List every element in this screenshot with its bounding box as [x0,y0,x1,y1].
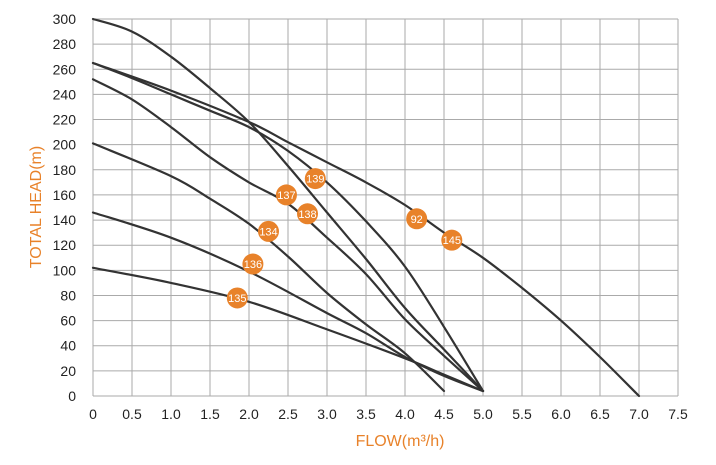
y-tick-label: 80 [60,287,76,303]
y-tick-label: 40 [60,338,76,354]
y-tick-label: 160 [53,187,77,203]
y-tick-label: 60 [60,313,76,329]
curve-label-136: 136 [244,259,262,271]
x-tick-label: 2.5 [278,406,298,422]
x-tick-label: 7.0 [629,406,649,422]
y-tick-label: 0 [68,388,76,404]
x-tick-label: 4.5 [434,406,454,422]
grid [92,18,679,397]
curve-label-135: 135 [228,293,246,305]
x-tick-label: 3.0 [317,406,337,422]
curve-label-badge-137 [275,184,297,206]
x-tick-label: 5.0 [473,406,493,422]
x-tick-label: 4.0 [395,406,415,422]
curve-label-145: 145 [443,235,461,247]
curve-137 [91,61,485,393]
curve-135 [91,266,485,393]
curve-label-badge-92 [406,208,428,230]
y-tick-label: 100 [53,262,77,278]
x-tick-label: 3.5 [356,406,376,422]
y-tick-label: 180 [53,162,77,178]
x-tick-label: 6.0 [551,406,571,422]
y-axis-title: TOTAL HEAD(m) [28,146,45,268]
x-tick-label: 5.5 [512,406,532,422]
tick-labels: 0 0.5 1.0 1.5 2.0 2.5 3.0 3.5 4.0 4.5 5.0 5.5 6.0 6.5… [53,11,688,422]
x-tick-label: 2.0 [239,406,259,422]
curve-label-badge-138 [297,203,318,225]
x-tick-label: 6.5 [590,406,610,422]
x-tick-label: 1.0 [161,406,181,422]
curve-label-137: 137 [277,190,295,202]
curve-label-138: 138 [298,209,316,221]
y-tick-label: 200 [53,137,77,153]
curve-136 [91,211,485,393]
y-tick-label: 240 [53,86,77,102]
y-tick-label: 140 [53,212,77,228]
curve-label-134: 134 [259,226,277,238]
x-tick-label: 0 [89,406,97,422]
y-tick-label: 280 [53,36,77,52]
curve-134 [91,142,446,393]
curve-label-92: 92 [411,214,423,226]
curve-label-badge-145 [441,229,463,251]
curve-label-badge-139 [304,168,326,190]
curve-92 [91,61,641,398]
curve-label-badge-134 [258,220,279,242]
x-axis-title: FLOW(m³/h) [356,433,445,450]
x-tick-label: 0.5 [122,406,142,422]
x-tick-label: 1.5 [200,406,220,422]
curves [91,17,641,398]
curve-label-badge-136 [242,253,264,275]
y-tick-label: 120 [53,237,77,253]
y-tick-label: 260 [53,61,77,77]
y-tick-label: 300 [53,11,77,27]
y-tick-label: 20 [60,363,76,379]
curve-139 [91,17,485,393]
x-tick-label: 7.5 [668,406,688,422]
curve-label-139: 139 [306,174,324,186]
curve-label-badge-135 [226,287,248,309]
y-tick-label: 220 [53,112,77,128]
